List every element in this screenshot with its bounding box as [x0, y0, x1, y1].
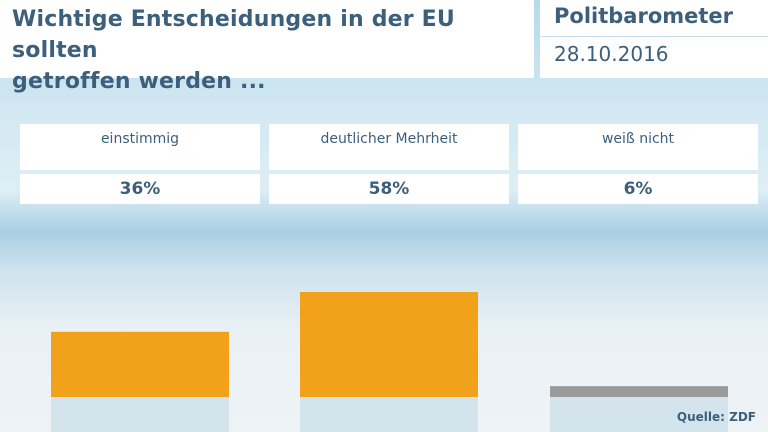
survey-date: 28.10.2016 — [554, 42, 669, 66]
category-label-einstimmig: einstimmig — [20, 124, 260, 170]
value-label-weiss-nicht: 6% — [518, 174, 758, 204]
brand-divider — [540, 36, 768, 37]
category-label-mehrheit: deutlicher Mehrheit — [269, 124, 509, 170]
title-box: Wichtige Entscheidungen in der EU sollte… — [0, 0, 534, 94]
chart-title-line-2: getroffen werden ... — [12, 69, 266, 94]
source-credit: Quelle: ZDF — [676, 410, 756, 424]
brand-name: Politbarometer — [554, 4, 734, 28]
value-label-einstimmig: 36% — [20, 174, 260, 204]
value-label-mehrheit: 58% — [269, 174, 509, 204]
bar-0 — [51, 331, 229, 397]
bar-reflection-1 — [300, 397, 478, 432]
brand-box: Politbarometer 28.10.2016 — [540, 0, 768, 78]
bar-1 — [300, 292, 478, 397]
bar-2 — [550, 386, 728, 397]
category-label-weiss-nicht: weiß nicht — [518, 124, 758, 170]
bar-reflection-0 — [51, 397, 229, 432]
chart-title-line-1: Wichtige Entscheidungen in der EU sollte… — [12, 7, 455, 63]
bar-reflection-2 — [550, 397, 728, 432]
